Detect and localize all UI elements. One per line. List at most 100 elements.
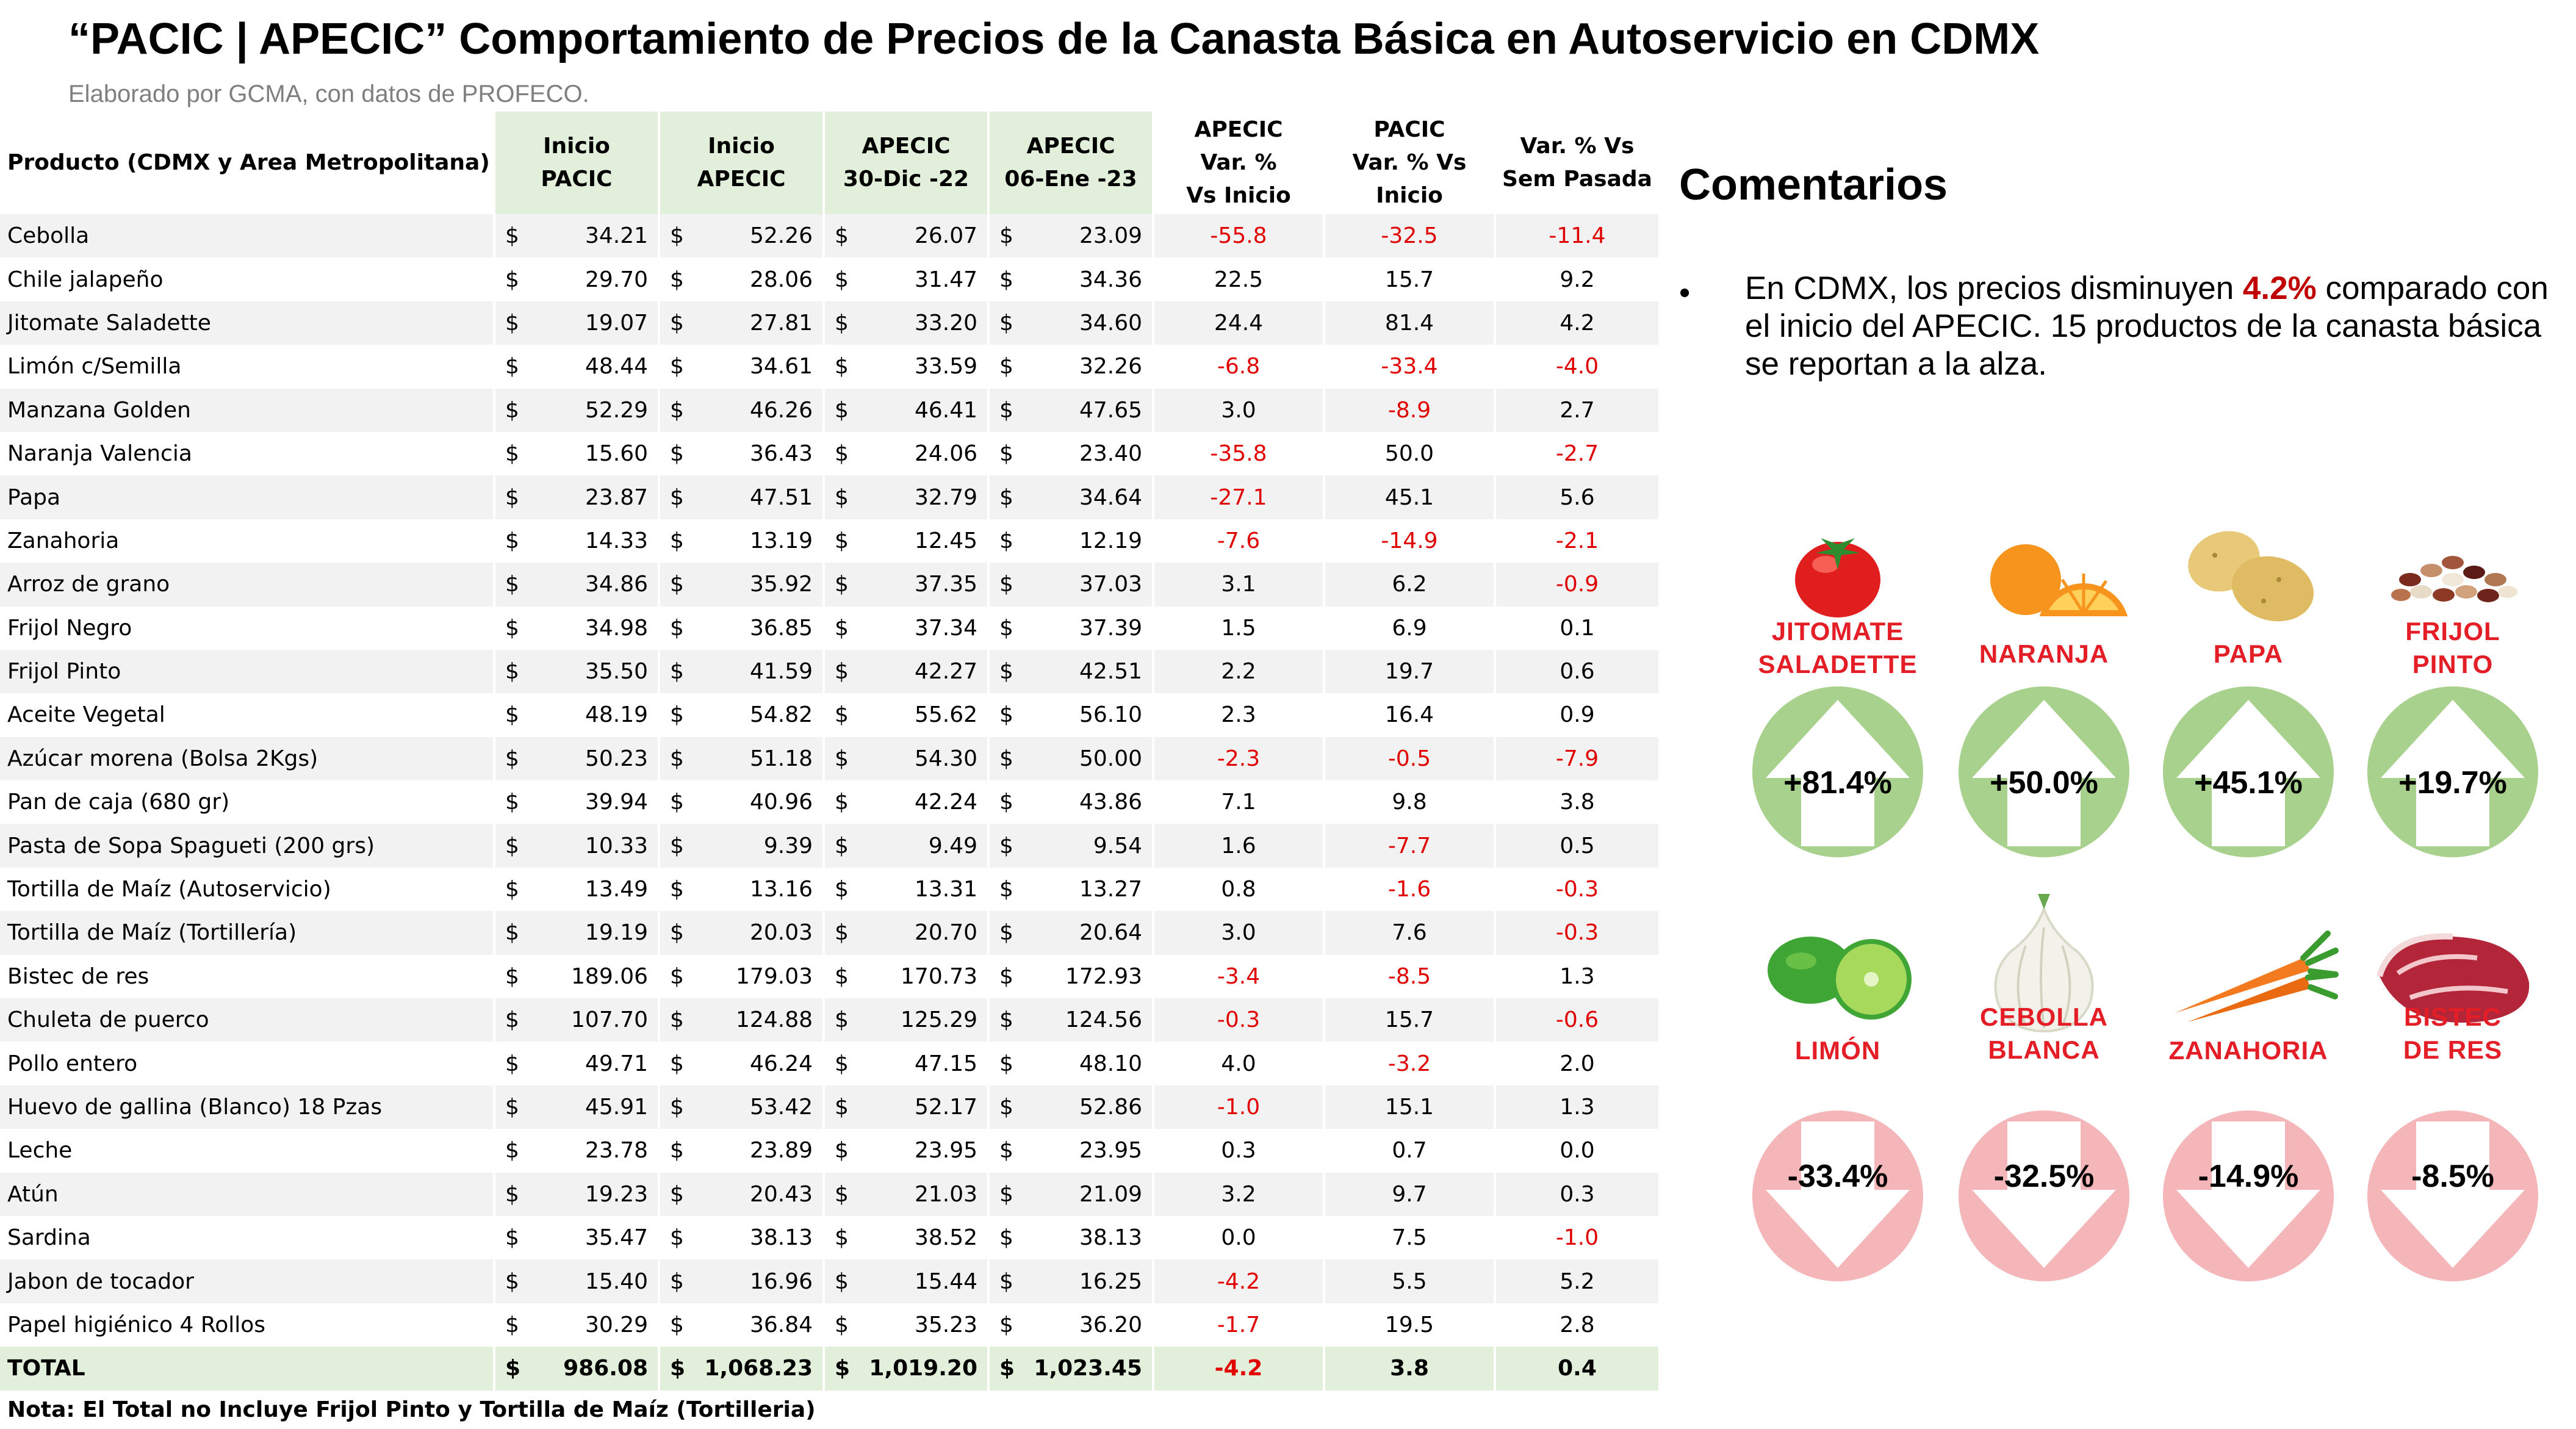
currency-symbol: $ bbox=[835, 1007, 849, 1033]
comments-heading: Comentarios bbox=[1679, 160, 1948, 209]
product-name: Papel higiénico 4 Rollos bbox=[0, 1303, 495, 1347]
variation-cell: -7.6 bbox=[1153, 519, 1325, 563]
price-value: 12.19 bbox=[1079, 528, 1142, 553]
price-cell: $37.34 bbox=[824, 606, 990, 650]
table-row: Papa $23.87 $47.51 $32.79 $34.64 -27.1 45.1 5.6 bbox=[0, 475, 1661, 519]
price-value: 38.13 bbox=[1079, 1225, 1142, 1251]
arrow-down-icon bbox=[2367, 1110, 2538, 1281]
currency-symbol: $ bbox=[835, 1138, 849, 1164]
price-value: 36.84 bbox=[749, 1312, 813, 1337]
price-cell: $43.86 bbox=[988, 780, 1154, 824]
currency-symbol: $ bbox=[505, 528, 519, 553]
price-cell: $21.03 bbox=[824, 1172, 990, 1216]
price-value: 23.89 bbox=[749, 1138, 813, 1164]
highlight-label: FRIJOL PINTO bbox=[2405, 617, 2500, 679]
highlight-value: -32.5% bbox=[1993, 1159, 2095, 1194]
highlight-value: +50.0% bbox=[1990, 765, 2098, 801]
highlight-label: NARANJA bbox=[1979, 639, 2109, 668]
currency-symbol: $ bbox=[835, 1095, 849, 1120]
currency-symbol: $ bbox=[999, 1356, 1015, 1381]
currency-symbol: $ bbox=[505, 790, 519, 815]
variation-cell: 5.5 bbox=[1324, 1259, 1496, 1303]
price-value: 47.51 bbox=[749, 484, 813, 510]
currency-symbol: $ bbox=[670, 354, 684, 380]
price-value: 54.82 bbox=[749, 702, 813, 728]
price-cell: $54.30 bbox=[824, 736, 990, 781]
variation-cell: -3.4 bbox=[1153, 954, 1325, 999]
price-cell: $35.50 bbox=[494, 649, 660, 694]
price-cell: $34.21 bbox=[494, 214, 660, 258]
currency-symbol: $ bbox=[670, 963, 684, 989]
currency-symbol: $ bbox=[670, 615, 684, 641]
price-cell: $49.71 bbox=[494, 1042, 660, 1085]
price-value: 52.86 bbox=[1079, 1095, 1142, 1120]
price-cell: $28.06 bbox=[659, 257, 825, 301]
variation-cell: 2.7 bbox=[1495, 388, 1661, 432]
variation-cell: 24.4 bbox=[1153, 301, 1325, 345]
variation-cell: 81.4 bbox=[1324, 301, 1496, 345]
product-name: Zanahoria bbox=[0, 519, 495, 563]
variation-cell: 3.2 bbox=[1153, 1172, 1325, 1216]
highlight-card: JITOMATE SALADETTE +81.4% bbox=[1740, 488, 1935, 903]
price-cell: $27.81 bbox=[659, 301, 825, 345]
variation-cell: 2.8 bbox=[1495, 1303, 1661, 1347]
price-cell: $51.18 bbox=[659, 736, 825, 781]
price-cell: $34.86 bbox=[494, 563, 660, 607]
price-value: 15.40 bbox=[585, 1269, 648, 1294]
price-cell: $35.23 bbox=[824, 1303, 990, 1347]
price-cell: $23.40 bbox=[988, 431, 1154, 476]
price-value: 35.23 bbox=[914, 1312, 977, 1337]
table-row: Limón c/Semilla $48.44 $34.61 $33.59 $32.26-… bbox=[0, 345, 1661, 389]
price-value: 36.85 bbox=[749, 615, 813, 641]
price-cell: $9.39 bbox=[659, 824, 825, 868]
price-cell: $46.41 bbox=[824, 388, 990, 432]
price-value: 48.44 bbox=[585, 354, 648, 380]
price-cell: $50.23 bbox=[494, 736, 660, 781]
currency-symbol: $ bbox=[999, 1007, 1013, 1033]
currency-symbol: $ bbox=[999, 1312, 1013, 1337]
price-cell: $107.70 bbox=[494, 998, 660, 1042]
price-value: 53.42 bbox=[749, 1095, 813, 1120]
price-cell: $32.79 bbox=[824, 475, 990, 519]
price-value: 42.51 bbox=[1079, 659, 1142, 685]
price-cell: $16.96 bbox=[659, 1259, 825, 1303]
currency-symbol: $ bbox=[835, 746, 849, 771]
table-header-row: Producto (CDMX y Area Metropolitana) Ini… bbox=[0, 112, 1661, 214]
variation-cell: 4.2 bbox=[1495, 301, 1661, 345]
product-name: Leche bbox=[0, 1129, 495, 1173]
table-row: Azúcar morena (Bolsa 2Kgs) $50.23 $51.18 $5… bbox=[0, 736, 1661, 781]
currency-symbol: $ bbox=[670, 1095, 684, 1120]
price-cell: $32.26 bbox=[988, 345, 1154, 389]
price-cell: $52.29 bbox=[494, 388, 660, 432]
currency-symbol: $ bbox=[999, 920, 1013, 946]
price-cell: $36.20 bbox=[988, 1303, 1154, 1347]
currency-symbol: $ bbox=[505, 746, 519, 771]
table-row: Frijol Negro $34.98 $36.85 $37.34 $37.39 1.5 6… bbox=[0, 606, 1661, 650]
currency-symbol: $ bbox=[670, 833, 684, 858]
price-cell: $34.36 bbox=[988, 257, 1154, 301]
currency-symbol: $ bbox=[670, 267, 684, 292]
variation-cell: 2.3 bbox=[1153, 693, 1325, 737]
product-name: Pasta de Sopa Spagueti (200 grs) bbox=[0, 824, 495, 868]
table-row: Pollo entero $49.71 $46.24 $47.15 $48.10 4.0-… bbox=[0, 1042, 1661, 1085]
table-note: Nota: El Total no Incluye Frijol Pinto y… bbox=[7, 1397, 816, 1422]
variation-cell: -0.3 bbox=[1495, 911, 1661, 955]
price-cell: $36.84 bbox=[659, 1303, 825, 1347]
price-value: 47.65 bbox=[1079, 397, 1142, 423]
currency-symbol: $ bbox=[999, 1138, 1013, 1164]
variation-cell: -14.9 bbox=[1324, 519, 1496, 563]
price-cell: $37.35 bbox=[824, 563, 990, 607]
variation-cell: 0.7 bbox=[1324, 1129, 1496, 1173]
price-value: 21.03 bbox=[914, 1181, 977, 1207]
currency-symbol: $ bbox=[999, 484, 1013, 510]
price-cell: $15.40 bbox=[494, 1259, 660, 1303]
variation-cell: 1.6 bbox=[1153, 824, 1325, 868]
price-cell: $21.09 bbox=[988, 1172, 1154, 1216]
currency-symbol: $ bbox=[835, 833, 849, 858]
price-value: 48.10 bbox=[1079, 1051, 1142, 1076]
product-name: Naranja Valencia bbox=[0, 431, 495, 476]
variation-cell: 22.5 bbox=[1153, 257, 1325, 301]
price-value: 172.93 bbox=[1065, 963, 1142, 989]
price-cell: $12.19 bbox=[988, 519, 1154, 563]
currency-symbol: $ bbox=[835, 1269, 849, 1294]
